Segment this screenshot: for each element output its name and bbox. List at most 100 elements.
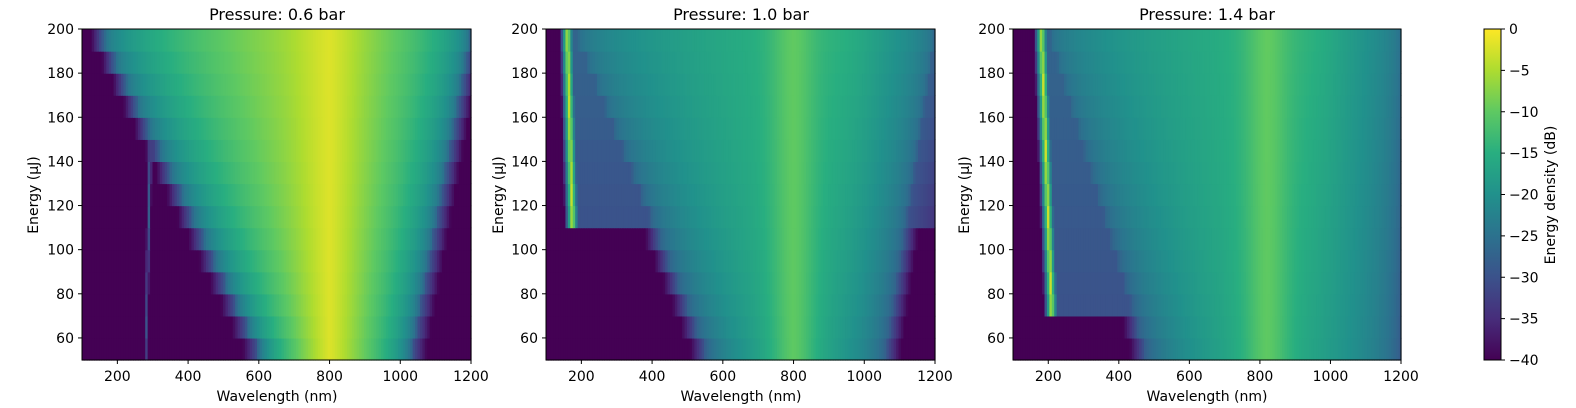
- heat-cell: [725, 205, 729, 229]
- heat-cell: [1037, 337, 1041, 361]
- heat-cell: [806, 139, 810, 162]
- heat-cell: [616, 205, 620, 229]
- heat-cell: [164, 183, 168, 207]
- heat-cell: [351, 315, 355, 339]
- heat-cell: [665, 183, 669, 207]
- heat-cell: [689, 293, 693, 317]
- heat-cell: [434, 271, 438, 295]
- heat-cell: [699, 139, 703, 162]
- heat-cell: [164, 249, 168, 273]
- heat-cell: [711, 205, 715, 229]
- heat-cell: [373, 205, 377, 229]
- heat-cell: [730, 293, 734, 317]
- heat-cell: [594, 161, 598, 185]
- heat-cell: [611, 183, 615, 207]
- heat-cell: [587, 205, 591, 229]
- heat-cell: [874, 205, 878, 229]
- heat-cell: [862, 161, 866, 185]
- heat-cell: [332, 73, 336, 96]
- heat-cell: [99, 117, 103, 140]
- heat-cell: [312, 161, 316, 185]
- heat-cell: [772, 315, 776, 339]
- heat-cell: [648, 293, 652, 317]
- heat-cell: [930, 293, 934, 317]
- heat-cell: [599, 227, 603, 251]
- heat-cell: [412, 227, 416, 251]
- heat-cell: [548, 337, 552, 361]
- heat-cell: [123, 315, 127, 339]
- heat-cell: [89, 161, 93, 185]
- heat-cell: [716, 161, 720, 185]
- heat-cell: [461, 95, 465, 118]
- heat-cell: [922, 139, 926, 162]
- heat-cell: [584, 29, 588, 52]
- heat-cell: [446, 95, 450, 118]
- heat-cell: [295, 249, 299, 273]
- heat-cell: [713, 337, 717, 361]
- heat-cell: [930, 315, 934, 339]
- heat-cell: [266, 51, 270, 74]
- heat-cell: [191, 271, 195, 295]
- heat-cell: [101, 293, 105, 317]
- heat-cell: [116, 249, 120, 273]
- heat-cell: [643, 183, 647, 207]
- heat-cell: [648, 249, 652, 273]
- heat-cell: [376, 95, 380, 118]
- heat-cell: [840, 139, 844, 162]
- heat-cell: [383, 161, 387, 185]
- heat-cell: [584, 249, 588, 273]
- heat-cell: [694, 183, 698, 207]
- heat-cell: [623, 161, 627, 185]
- heat-cell: [254, 51, 258, 74]
- heat-cell: [655, 315, 659, 339]
- heat-cell: [589, 139, 593, 162]
- heat-cell: [359, 161, 363, 185]
- heat-cell: [592, 183, 596, 207]
- heat-cell: [142, 183, 146, 207]
- heat-cell: [900, 183, 904, 207]
- heat-cell: [84, 205, 88, 229]
- heat-cell: [550, 95, 554, 118]
- heat-cell: [261, 227, 265, 251]
- heat-cell: [286, 227, 290, 251]
- heat-cell: [594, 73, 598, 96]
- heat-cell: [162, 205, 166, 229]
- heat-cell: [305, 183, 309, 207]
- heat-cell: [337, 249, 341, 273]
- heat-cell: [303, 205, 307, 229]
- heat-cell: [1250, 337, 1254, 361]
- heat-cell: [781, 73, 785, 96]
- heat-cell: [123, 161, 127, 185]
- heat-cell: [210, 249, 214, 273]
- heat-cell: [745, 139, 749, 162]
- heat-cell: [169, 29, 173, 52]
- heat-cell: [687, 139, 691, 162]
- heat-cell: [281, 161, 285, 185]
- heat-cell: [852, 139, 856, 162]
- heat-cell: [196, 161, 200, 185]
- heat-cell: [655, 117, 659, 140]
- heat-cell: [752, 51, 756, 74]
- heat-cell: [184, 271, 188, 295]
- heat-cell: [405, 29, 409, 52]
- heat-cell: [740, 183, 744, 207]
- heat-cell: [891, 95, 895, 118]
- heat-cell: [106, 95, 110, 118]
- heat-cell: [869, 29, 873, 52]
- heat-cell: [876, 117, 880, 140]
- heat-cell: [759, 249, 763, 273]
- heat-cell: [179, 161, 183, 185]
- heat-cell: [254, 337, 258, 361]
- heat-cell: [849, 161, 853, 185]
- heat-cell: [398, 227, 402, 251]
- heat-cell: [701, 337, 705, 361]
- heat-cell: [240, 51, 244, 74]
- heat-cell: [94, 205, 98, 229]
- heat-cell: [694, 117, 698, 140]
- heat-cell: [276, 205, 280, 229]
- panel-2: Pressure: 1.0 bar 200 400 600 800 1000 1200 6…: [491, 5, 953, 405]
- heat-cell: [295, 205, 299, 229]
- heat-cell: [152, 51, 156, 74]
- heat-cell: [679, 73, 683, 96]
- heat-cell: [232, 249, 236, 273]
